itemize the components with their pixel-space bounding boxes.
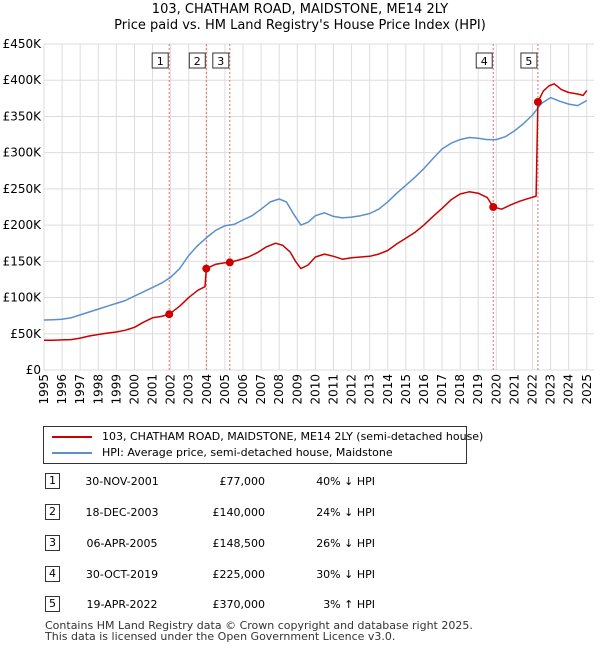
x-tick-label: 1997 [73, 374, 87, 405]
sale-point [533, 97, 542, 106]
row-price: £77,000 [219, 475, 266, 488]
x-tick-label: 2004 [200, 374, 214, 405]
legend-label-property: 103, CHATHAM ROAD, MAIDSTONE, ME14 2LY (… [102, 430, 484, 443]
footer-copyright: Contains HM Land Registry data © Crown c… [45, 619, 473, 632]
x-tick-label: 2014 [381, 374, 395, 405]
sale-marker-box [520, 52, 538, 69]
row-hpi: 40% ↓ HPI [316, 475, 375, 488]
hpi-series-line [43, 96, 588, 321]
row-date: 18-DEC-2003 [85, 506, 159, 519]
row-hpi: 26% ↓ HPI [316, 537, 375, 550]
x-tick-label: 2012 [345, 374, 359, 405]
x-tick-label: 2003 [182, 374, 196, 405]
x-tick-label: 2019 [471, 374, 485, 405]
x-tick-label: 2013 [363, 374, 377, 405]
x-axis: 1995 1996 1997 1998 1999 2000 2001 2002 2003 2004… [37, 374, 594, 405]
price-chart: 1 2 3 4 5 £0 £50K £100K £150K £200K £250K £300K £35… [3, 37, 594, 405]
y-tick-label: £150K [3, 254, 43, 268]
sale-marker-label: 2 [194, 55, 201, 68]
x-tick-label: 2000 [127, 374, 141, 405]
y-tick-label: £200K [3, 218, 43, 232]
sale-point [165, 310, 174, 319]
sale-point [489, 203, 498, 211]
row-date: 19-APR-2022 [86, 598, 158, 611]
x-tick-label: 2010 [308, 374, 322, 405]
row-hpi: 3% ↑ HPI [323, 598, 375, 611]
x-tick-label: 2023 [544, 374, 558, 405]
x-tick-label: 2020 [489, 374, 503, 405]
x-tick-label: 1996 [55, 374, 69, 405]
row-date: 30-OCT-2019 [85, 568, 159, 581]
y-axis: £0 £50K £100K £150K £200K £250K £300K £350K £400… [3, 37, 43, 377]
y-tick-label: £350K [3, 109, 43, 123]
row-number: 5 [45, 596, 60, 612]
x-tick-label: 2021 [507, 374, 521, 405]
sale-marker-box [151, 52, 169, 69]
y-tick-label: £50K [10, 327, 42, 341]
x-tick-label: 2006 [236, 374, 250, 405]
row-number: 2 [45, 504, 60, 520]
sale-marker-box [188, 52, 206, 69]
row-number: 4 [45, 566, 60, 582]
row-price: £140,000 [212, 506, 266, 519]
sale-marker-label: 4 [481, 55, 488, 68]
y-tick-label: £400K [3, 73, 43, 87]
row-price: £370,000 [212, 598, 266, 611]
property-series-line [44, 83, 588, 342]
x-tick-label: 2024 [562, 374, 576, 405]
row-price: £225,000 [212, 568, 266, 581]
y-tick-label: £450K [3, 37, 43, 51]
row-hpi: 30% ↓ HPI [316, 568, 375, 581]
sale-marker-label: 5 [525, 55, 532, 68]
footer-licence: This data is licensed under the Open Gov… [45, 630, 396, 643]
x-tick-label: 2022 [525, 374, 539, 405]
y-tick-label: £250K [3, 182, 43, 196]
legend-swatch-hpi [52, 452, 92, 454]
row-hpi: 24% ↓ HPI [316, 506, 375, 519]
sale-marker-box [475, 52, 493, 69]
y-tick-label: £0 [26, 363, 41, 377]
x-tick-label: 2002 [164, 374, 178, 405]
y-tick-label: £100K [3, 291, 43, 305]
footer: Contains HM Land Registry data © Crown c… [45, 620, 473, 642]
row-date: 06-APR-2005 [86, 537, 158, 550]
row-date: 30-NOV-2001 [85, 475, 159, 488]
chart-subtitle: Price paid vs. HM Land Registry's House … [114, 18, 486, 33]
x-tick-label: 1995 [37, 374, 51, 405]
row-number: 1 [45, 473, 60, 489]
chart-title-block: 103, CHATHAM ROAD, MAIDSTONE, ME14 2LY P… [0, 2, 600, 34]
sale-point [202, 264, 211, 273]
legend-label-hpi: HPI: Average price, semi-detached house,… [102, 446, 393, 459]
sale-marker-boxes: 1 2 3 4 5 [151, 52, 538, 69]
row-number: 3 [45, 535, 60, 551]
x-tick-label: 2016 [417, 374, 431, 405]
x-tick-label: 2005 [218, 374, 232, 405]
sale-point [225, 258, 234, 267]
row-price: £148,500 [212, 537, 266, 550]
chart-title: 103, CHATHAM ROAD, MAIDSTONE, ME14 2LY [151, 2, 449, 17]
chart-grid [43, 43, 594, 371]
x-tick-label: 2011 [326, 374, 340, 405]
x-tick-label: 2008 [272, 374, 286, 405]
chart-series [43, 83, 588, 342]
sale-marker-box [212, 52, 230, 69]
y-tick-label: £300K [3, 146, 43, 160]
sale-marker-label: 3 [217, 55, 224, 68]
x-tick-label: 1998 [91, 374, 105, 405]
x-tick-label: 2001 [146, 374, 160, 405]
legend-swatch-property [52, 436, 92, 438]
x-tick-label: 1999 [109, 374, 123, 405]
legend: 103, CHATHAM ROAD, MAIDSTONE, ME14 2LY (… [43, 426, 483, 464]
sale-points [165, 97, 542, 319]
x-tick-label: 2015 [399, 374, 413, 405]
x-tick-label: 2017 [435, 374, 449, 405]
x-tick-label: 2025 [580, 374, 594, 405]
x-tick-label: 2009 [290, 374, 304, 405]
x-tick-label: 2007 [254, 374, 268, 405]
x-tick-label: 2018 [453, 374, 467, 405]
sale-marker-label: 1 [157, 55, 164, 68]
